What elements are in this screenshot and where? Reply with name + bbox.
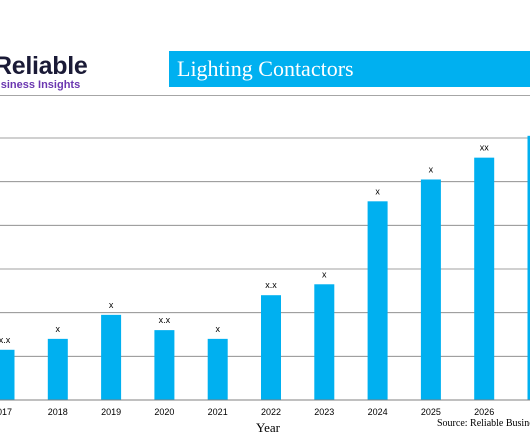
bar-2020	[154, 330, 175, 400]
data-label: x.x	[0, 335, 11, 345]
bar-2023	[314, 284, 335, 400]
data-label: x	[56, 324, 61, 334]
bar-2026	[474, 157, 495, 400]
bar-2021	[207, 338, 228, 400]
bar-2024	[367, 201, 388, 400]
title-divider	[0, 95, 530, 96]
x-tick-label: 2021	[208, 407, 228, 417]
chart-title-bar: Lighting Contactors	[169, 51, 530, 87]
data-label: x.x	[159, 315, 171, 325]
x-tick-label: 2019	[101, 407, 121, 417]
bar-2019	[101, 314, 122, 400]
bar-2	[527, 135, 530, 401]
source-note: Source: Reliable Busine	[437, 418, 530, 429]
x-tick-label: 2025	[421, 407, 441, 417]
bar-2022	[261, 295, 281, 400]
logo-wordmark: Reliable	[0, 52, 88, 80]
x-tick-label: 2026	[474, 407, 494, 417]
data-label: xx	[480, 143, 490, 153]
data-label: x	[375, 186, 380, 196]
x-tick-label: 017	[0, 407, 12, 417]
x-tick-label: 2020	[154, 407, 174, 417]
chart-title: Lighting Contactors	[177, 56, 354, 81]
logo-tagline: usiness Insights	[0, 79, 81, 91]
x-tick-label: 2024	[368, 407, 388, 417]
x-tick-label: 2023	[314, 407, 334, 417]
data-label: x	[322, 269, 327, 279]
x-tick-label: 2022	[261, 407, 281, 417]
x-tick-label: 2018	[48, 407, 68, 417]
x-axis-title: Year	[256, 420, 280, 435]
data-label: x	[109, 300, 114, 310]
data-label: x	[215, 324, 220, 334]
bar-017	[0, 349, 15, 400]
data-label: x.x	[265, 280, 277, 290]
bar-2025	[420, 179, 441, 400]
bar-2018	[47, 338, 68, 400]
data-label: x	[429, 164, 434, 174]
bars	[0, 135, 530, 401]
top-band	[0, 0, 530, 40]
x-axis: 0172018201920202021202220232024202520262	[0, 399, 530, 417]
